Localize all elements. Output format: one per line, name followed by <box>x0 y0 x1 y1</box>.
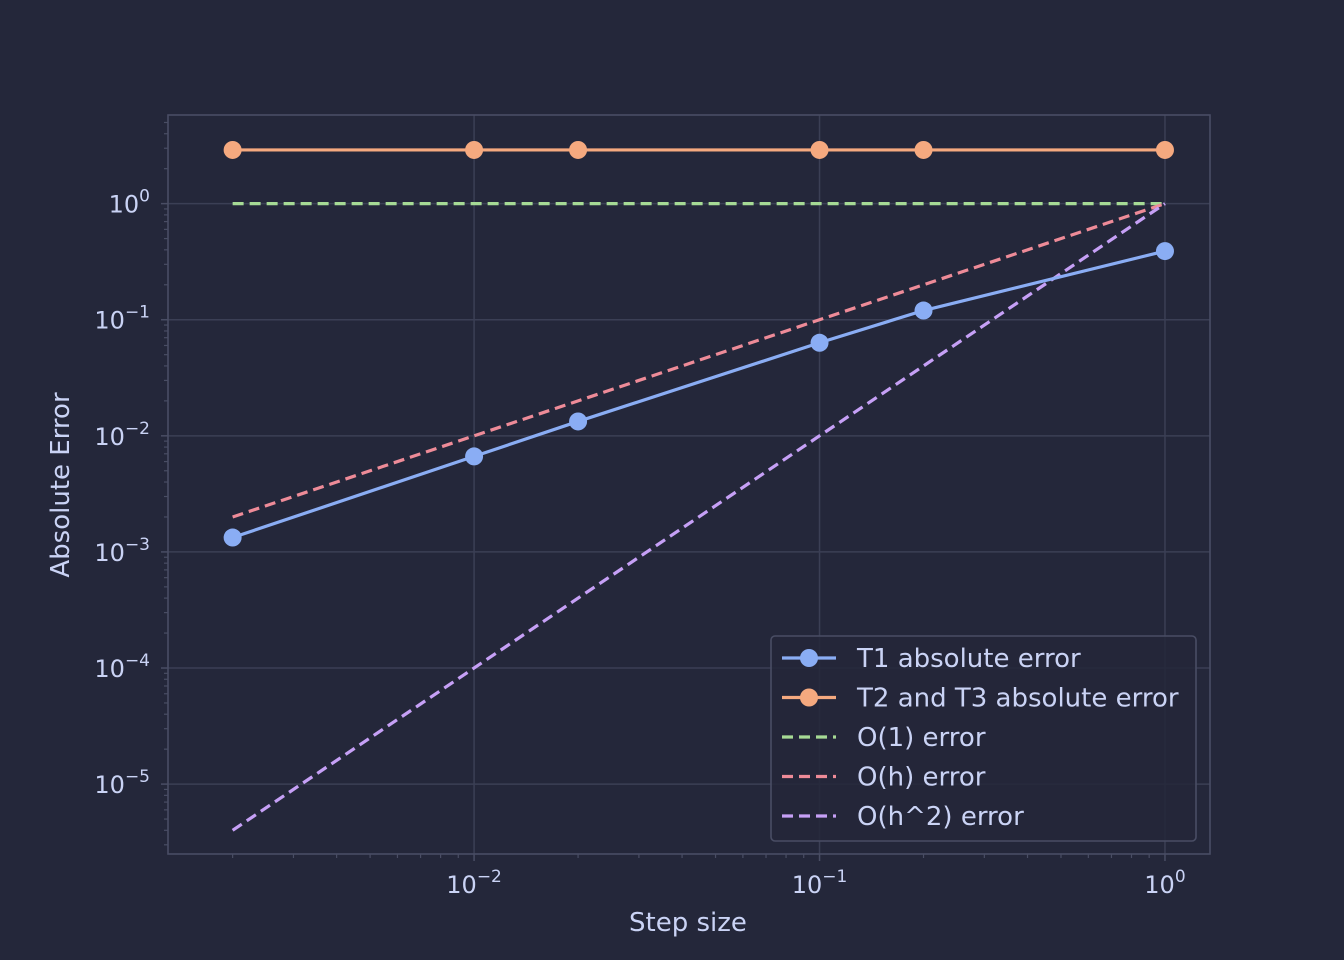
x-axis-label: Step size <box>629 908 747 938</box>
legend-label: T1 absolute error <box>856 644 1081 674</box>
series-point <box>914 140 933 159</box>
legend-label: O(h^2) error <box>857 802 1024 832</box>
legend-label: T2 and T3 absolute error <box>856 684 1179 714</box>
legend-entries: T1 absolute error T2 and T3 absolute erro… <box>782 644 1179 832</box>
x-tick-label: 100 <box>1144 867 1185 899</box>
series-layer <box>223 140 1174 832</box>
legend-label: O(h) error <box>857 763 986 793</box>
y-tick-label: 10−5 <box>94 767 150 799</box>
legend-marker <box>800 649 818 667</box>
y-axis-label: Absolute Error <box>46 392 76 578</box>
legend-marker <box>800 688 818 707</box>
series-point <box>223 140 242 159</box>
y-tick-label: 10−4 <box>94 651 150 683</box>
series-point <box>465 140 484 159</box>
legend-box <box>770 635 1197 842</box>
series-point <box>810 140 829 159</box>
series-point <box>465 447 484 466</box>
y-tick-label: 10−2 <box>94 419 150 451</box>
x-tick-label: 10−1 <box>792 867 848 899</box>
y-tick-label: 10−1 <box>94 303 150 335</box>
y-tick-label: 10−3 <box>94 535 150 567</box>
y-tick-label: 100 <box>109 187 150 219</box>
plot-frame <box>167 114 1211 855</box>
minor-ticks <box>161 121 1166 861</box>
legend-label: O(1) error <box>857 723 986 753</box>
series-line <box>232 202 1166 519</box>
series-point <box>1155 242 1174 261</box>
series-line <box>232 249 1166 540</box>
y-tick-labels: 100 10−1 10−2 10−3 10−4 10−5 <box>94 187 150 799</box>
series-point <box>569 412 588 431</box>
series-point <box>223 528 242 547</box>
series-point <box>569 140 588 159</box>
x-tick-label: 10−2 <box>446 867 502 899</box>
x-tick-labels: 10−2 10−1 100 <box>446 867 1185 899</box>
series-point <box>1155 140 1174 159</box>
legend: T1 absolute error T2 and T3 absolute erro… <box>770 635 1197 842</box>
series-line <box>231 202 1166 832</box>
series-point <box>914 301 933 320</box>
series-point <box>810 333 829 352</box>
